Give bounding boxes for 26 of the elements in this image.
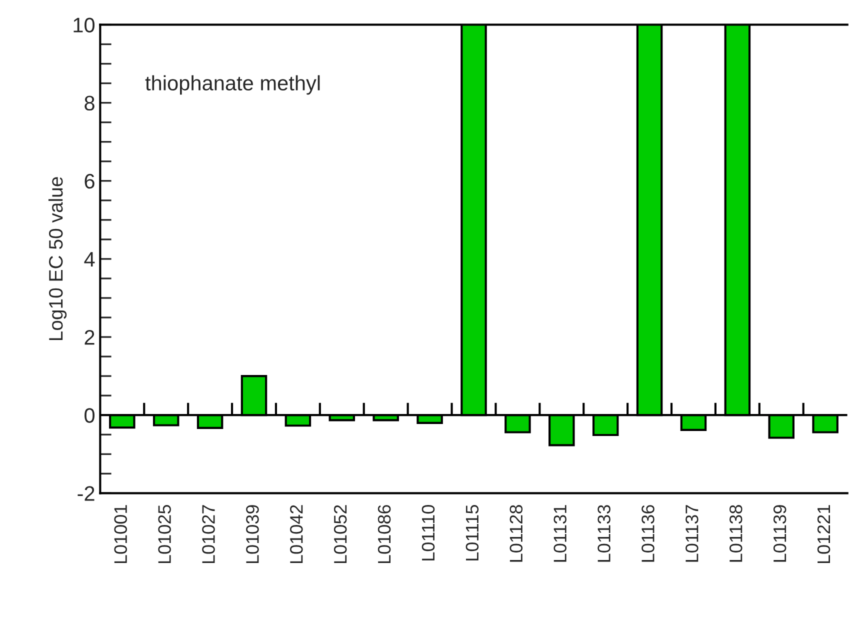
x-tick-label: L01052 xyxy=(334,505,347,564)
y-tick-label: 0 xyxy=(84,408,95,423)
x-tick-label: L01136 xyxy=(642,505,654,562)
x-tick-label: L01137 xyxy=(686,505,698,562)
x-tick-label: L01131 xyxy=(554,505,566,562)
x-tick-label: L01128 xyxy=(510,505,523,562)
y-tick-label: 2 xyxy=(84,330,94,345)
x-tick-label: L01086 xyxy=(378,505,391,564)
y-tick-label: 10 xyxy=(74,18,95,32)
annotation: thiophanate methyl xyxy=(145,75,320,95)
y-tick-label: 6 xyxy=(84,174,94,189)
x-tick-label: L01139 xyxy=(773,505,786,562)
x-tick-label: L01025 xyxy=(158,505,171,564)
y-tick-label: 8 xyxy=(84,96,94,111)
y-axis-title: Log10 EC 50 value xyxy=(48,177,67,340)
x-tick-label: L01042 xyxy=(290,505,303,564)
x-tick-label: L01027 xyxy=(202,505,215,564)
x-tick-label: L01115 xyxy=(466,505,479,560)
x-tick-label: L01039 xyxy=(246,505,259,564)
x-tick-label: L01138 xyxy=(729,505,742,562)
y-tick-label: 4 xyxy=(84,252,95,266)
x-tick-label: L01110 xyxy=(422,504,435,560)
y-tick-label: -2 xyxy=(78,486,94,501)
x-tick-label: L01133 xyxy=(598,505,610,562)
x-tick-label: L01001 xyxy=(114,505,128,564)
x-tick-label: L01221 xyxy=(817,505,830,564)
